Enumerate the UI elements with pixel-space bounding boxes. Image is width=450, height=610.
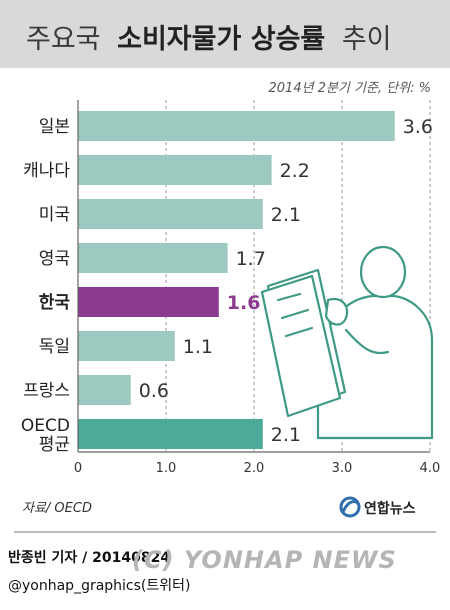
bars-layer <box>78 111 395 449</box>
x-tick-label: 3.0 <box>332 461 353 476</box>
category-label: 프랑스 <box>23 381 70 401</box>
chart-title-tail: 추이 <box>342 24 392 55</box>
person-hand-icon <box>324 298 349 326</box>
labels-layer: 3.6 일본 2.2 캐나다 2.1 미국 1.7 영국 1.6 한국 1.1 독일 0.6 프랑스 2.1… <box>21 116 433 455</box>
title-band <box>0 0 450 68</box>
reporter-credit: 반종빈 기자 / 20140824 <box>8 550 171 566</box>
brand-name: 연합뉴스 <box>364 500 416 517</box>
category-label: 미국 <box>39 205 70 225</box>
value-label: 2.1 <box>271 204 301 226</box>
value-label: 1.7 <box>236 248 266 270</box>
source-label: 자료/ OECD <box>22 501 92 516</box>
bar <box>78 419 263 449</box>
grid-layer <box>165 100 431 452</box>
category-label-line: OECD <box>21 416 70 436</box>
chart-subtitle: 2014년 2분기 기준, 단위: % <box>269 81 431 96</box>
value-label: 2.1 <box>271 424 301 446</box>
value-label: 1.1 <box>183 336 213 358</box>
bar <box>78 331 175 361</box>
chart-title: 주요국 소비자물가 상승률 추이 <box>26 24 392 55</box>
value-label: 2.2 <box>280 160 310 182</box>
document-front-icon <box>260 274 342 418</box>
category-label: OECD 평균 <box>21 416 70 455</box>
value-label: 1.6 <box>227 292 261 314</box>
bar <box>78 243 228 273</box>
value-label: 3.6 <box>403 116 433 138</box>
value-label: 0.6 <box>139 380 169 402</box>
bar <box>78 111 395 141</box>
x-tick-label: 1.0 <box>156 461 177 476</box>
category-label: 일본 <box>39 117 70 137</box>
person-with-document-illustration <box>260 245 434 440</box>
x-tick-label: 4.0 <box>420 461 441 476</box>
watermark: (C) YONHAP NEWS <box>132 546 397 574</box>
x-axis: 0 1.0 2.0 3.0 4.0 <box>74 100 440 476</box>
x-tick-label: 2.0 <box>244 461 265 476</box>
category-label: 독일 <box>39 337 70 357</box>
x-tick-label: 0 <box>74 461 82 476</box>
person-head-icon <box>359 245 407 299</box>
bar <box>78 199 263 229</box>
bar <box>78 375 131 405</box>
category-label-line: 평균 <box>39 435 70 455</box>
yonhap-logo: 연합뉴스 <box>339 496 416 518</box>
person-arm-icon <box>344 328 390 355</box>
category-label: 한국 <box>39 293 71 313</box>
chart-title-bold: 소비자물가 상승률 <box>117 24 325 55</box>
bar <box>78 287 219 317</box>
twitter-handle: @yonhap_graphics(트위터) <box>8 578 191 594</box>
bar <box>78 155 272 185</box>
category-label: 영국 <box>39 249 70 269</box>
chart-title-light: 주요국 <box>26 24 101 55</box>
category-label: 캐나다 <box>23 161 70 181</box>
